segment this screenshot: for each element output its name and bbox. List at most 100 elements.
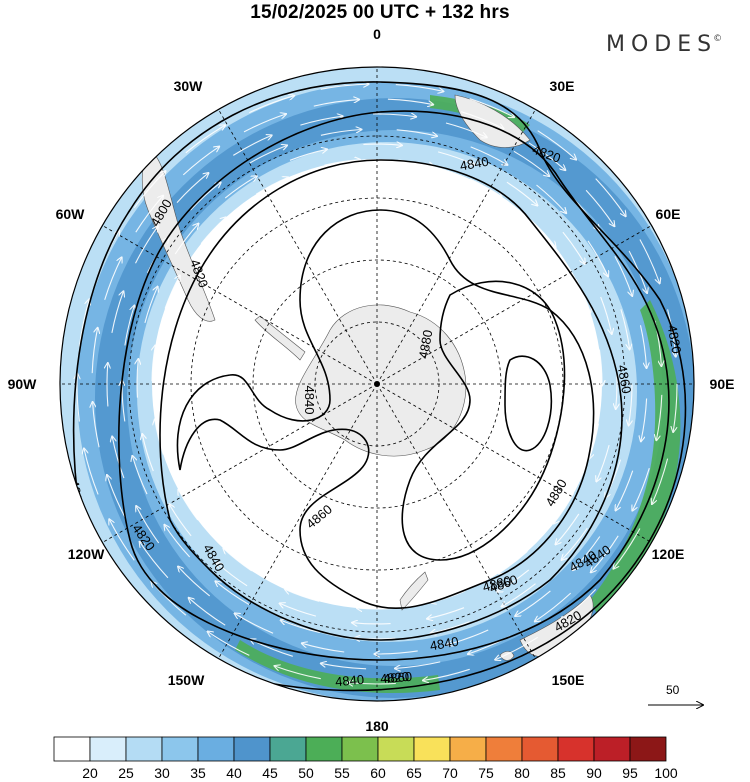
streamline-arrow [124,306,134,346]
streamline-arrow [375,650,418,654]
streamline-arrow [427,607,465,619]
streamline-arrow [243,114,286,133]
contour-4840 [159,159,623,641]
brand-name: MODES [606,32,718,57]
colorbar-tick-label: 35 [190,765,206,781]
longitude-label-120w: 120W [67,546,105,562]
streamline-arrow [562,231,585,264]
streamline-arrow [589,423,600,459]
colorbar-tick-label: 55 [334,765,350,781]
streamline-arrow [560,589,597,621]
streamline-arrow [152,346,155,382]
longitude-label-60w: 60W [55,206,85,222]
streamline-arrow [470,146,508,165]
colorbar-swatch [233,736,271,762]
streamline-arrow [190,183,221,211]
streamline-arrow [585,189,614,226]
streamline-arrow [109,519,135,561]
streamline-arrow [573,536,601,571]
streamline-arrow [652,458,669,504]
streamline-arrow [132,456,148,495]
streamline-arrow [275,666,321,680]
streamline-arrow [200,218,226,245]
streamline-arrow [535,592,572,621]
streamline-arrow [396,129,437,136]
streamline-arrow [136,506,160,544]
meridian-4 [376,383,652,543]
streamline-arrow [107,363,108,407]
map-title: 15/02/2025 00 UTC + 132 hrs [250,2,510,23]
antarctic-peninsula [254,315,306,361]
streamline-arrow [165,525,191,558]
streamline-arrow [423,668,470,680]
streamline-arrow [93,402,100,448]
colorbar-swatch [593,736,631,762]
colorbar [53,736,667,762]
streamline-arrow [599,349,602,386]
contour-label: 4860 [383,669,413,686]
streamline-arrow [461,111,503,129]
contour-label: 4840 [459,154,490,174]
meridian-11 [218,109,378,385]
streamline-arrow [469,98,514,117]
streamline-arrow [324,160,360,166]
contour-label: 4840 [429,634,460,654]
tasmania [499,651,515,661]
longitude-label-90e: 90E [709,376,735,392]
graticule [60,67,694,701]
streamline-arrow [320,130,361,136]
colorbar-tick-label: 50 [298,765,314,781]
streamline-arrow [596,444,610,481]
contour-label: 4880 [481,573,513,595]
streamline-arrow [174,224,198,255]
streamline-arrow [363,144,401,145]
colorbar-swatch [161,736,199,762]
longitude-label-90w: 90W [7,376,37,392]
streamline-arrow [515,590,551,616]
streamline-arrow [178,567,211,597]
meridian-1 [376,109,536,385]
streamline-arrow [536,184,567,213]
streamline-arrow [499,550,528,573]
streamline-arrow [289,149,327,161]
streamline-arrow [537,130,576,160]
streamline-arrow [135,226,158,264]
streamline-arrow [513,150,549,176]
streamline-arrow [144,287,158,324]
colorbar-swatch [89,736,127,762]
streamline-arrow [321,663,367,670]
streamline-arrow [562,527,588,560]
colorbar-swatch [629,736,667,762]
streamline-arrow [285,590,320,602]
streamline-arrow [208,632,250,656]
streamline-arrow [445,122,487,137]
streamline-arrow [135,196,163,233]
colorbar-swatch [413,736,451,762]
streamline-arrow [91,328,97,374]
streamline-arrow [313,100,359,107]
streamline-arrow [320,84,369,90]
colorbar-tick-label: 80 [514,765,530,781]
contour-4880 [401,280,566,561]
copyright-mark: © [713,34,723,44]
streamline-arrow [137,359,138,398]
longitude-label-30w: 30W [173,78,203,94]
colorbar-swatch [305,736,343,762]
streamline-arrow [395,661,441,669]
wind-streamlines [77,84,677,684]
colorbar-tick-label: 25 [118,765,134,781]
geopotential-contours [72,81,687,692]
jet-core-0 [590,300,681,620]
streamline-arrow [164,276,180,309]
longitude-label-120e: 120E [651,546,685,562]
streamline-arrow [217,563,248,587]
streamline-arrow [554,493,575,523]
streamline-arrow [556,513,580,544]
streamline-arrow [395,84,444,92]
colorbar-tick-label: 45 [262,765,278,781]
latitude-circle-1 [252,259,502,509]
streamline-arrow [495,636,538,659]
longitude-label-150e: 150E [551,672,585,688]
streamline-arrow [78,300,89,347]
